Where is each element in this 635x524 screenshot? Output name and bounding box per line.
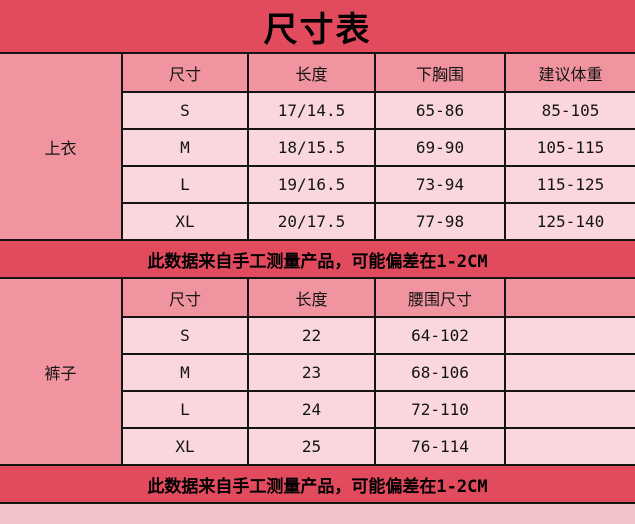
empty-cell — [504, 353, 635, 392]
weight-cell: 85-105 — [504, 91, 635, 130]
length-cell: 19/16.5 — [247, 165, 376, 204]
empty-cell — [504, 316, 635, 355]
column-header-size: 尺寸 — [121, 52, 249, 93]
column-header-length: 长度 — [247, 52, 376, 93]
table-row: L 24 72-110 — [0, 390, 635, 429]
length-cell: 25 — [247, 427, 376, 466]
category-cell-pants: 裤子 — [0, 277, 123, 466]
table-row: XL 25 76-114 — [0, 427, 635, 466]
waist-cell: 76-114 — [374, 427, 506, 466]
cropped-next-row — [0, 504, 635, 524]
empty-cell — [504, 390, 635, 429]
weight-cell: 115-125 — [504, 165, 635, 204]
length-cell: 17/14.5 — [247, 91, 376, 130]
tops-size-table: 上衣 尺寸 长度 下胸围 建议体重 S 17/14.5 65-86 85-105… — [0, 52, 635, 241]
size-cell: L — [122, 390, 249, 429]
column-header-empty — [504, 277, 635, 318]
size-cell: S — [122, 316, 249, 355]
underbust-cell: 65-86 — [374, 91, 506, 130]
table-row: S 22 64-102 — [0, 316, 635, 355]
column-header-underbust: 下胸围 — [374, 52, 506, 93]
length-cell: 22 — [247, 316, 376, 355]
table-row: M 18/15.5 69-90 105-115 — [0, 128, 635, 167]
column-header-size: 尺寸 — [121, 277, 249, 318]
table-row: L 19/16.5 73-94 115-125 — [0, 165, 635, 204]
length-cell: 23 — [247, 353, 376, 392]
size-cell: XL — [122, 202, 249, 241]
chart-title: 尺寸表 — [263, 9, 372, 50]
underbust-cell: 73-94 — [374, 165, 506, 204]
column-header-length: 长度 — [247, 277, 376, 318]
column-header-suggested-weight: 建议体重 — [504, 52, 635, 93]
size-cell: XL — [122, 427, 249, 466]
tops-header-row: 上衣 尺寸 长度 下胸围 建议体重 — [0, 52, 635, 241]
waist-cell: 68-106 — [374, 353, 506, 392]
measurement-note-pants: 此数据来自手工测量产品，可能偏差在1-2CM — [0, 466, 635, 504]
measurement-note-tops: 此数据来自手工测量产品，可能偏差在1-2CM — [0, 241, 635, 277]
category-cell-tops: 上衣 — [0, 52, 123, 241]
waist-cell: 64-102 — [374, 316, 506, 355]
table-row: XL 20/17.5 77-98 125-140 — [0, 202, 635, 241]
underbust-cell: 77-98 — [374, 202, 506, 241]
size-cell: M — [122, 353, 249, 392]
empty-cell — [504, 427, 635, 466]
weight-cell: 105-115 — [504, 128, 635, 167]
weight-cell: 125-140 — [504, 202, 635, 241]
size-cell: L — [122, 165, 249, 204]
pants-header-row: 裤子 尺寸 长度 腰围尺寸 — [0, 277, 635, 466]
length-cell: 24 — [247, 390, 376, 429]
length-cell: 18/15.5 — [247, 128, 376, 167]
pants-size-table: 裤子 尺寸 长度 腰围尺寸 S 22 64-102 M 23 68-106 L … — [0, 277, 635, 466]
length-cell: 20/17.5 — [247, 202, 376, 241]
size-cell: M — [122, 128, 249, 167]
underbust-cell: 69-90 — [374, 128, 506, 167]
chart-title-bar: 尺寸表 — [0, 0, 635, 52]
waist-cell: 72-110 — [374, 390, 506, 429]
table-row: S 17/14.5 65-86 85-105 — [0, 91, 635, 130]
size-cell: S — [122, 91, 249, 130]
column-header-waist: 腰围尺寸 — [374, 277, 506, 318]
table-row: M 23 68-106 — [0, 353, 635, 392]
